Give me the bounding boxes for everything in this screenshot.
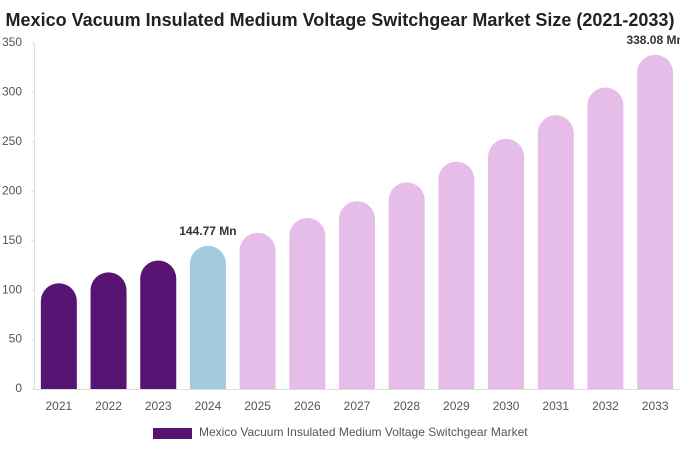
- bar: [537, 115, 574, 389]
- x-tick-label: 2032: [592, 399, 619, 413]
- value-label: 338.08 Mn: [626, 33, 680, 47]
- chart-title: Mexico Vacuum Insulated Medium Voltage S…: [6, 10, 675, 30]
- x-tick-label: 2027: [344, 399, 371, 413]
- bar: [289, 217, 326, 389]
- x-tick-label: 2026: [294, 399, 321, 413]
- bar: [90, 272, 127, 389]
- x-tick-label: 2024: [195, 399, 222, 413]
- bar: [637, 54, 674, 389]
- y-tick-label: 250: [2, 134, 22, 148]
- x-tick-label: 2023: [145, 399, 172, 413]
- y-tick-label: 300: [2, 85, 22, 99]
- bar: [140, 260, 177, 389]
- x-tick-label: 2025: [244, 399, 271, 413]
- bar: [40, 283, 77, 389]
- y-tick-label: 100: [2, 282, 22, 296]
- x-tick-label: 2021: [45, 399, 72, 413]
- bar: [189, 245, 226, 389]
- bar: [587, 87, 624, 389]
- x-tick-label: 2028: [393, 399, 420, 413]
- x-tick-label: 2031: [542, 399, 569, 413]
- y-tick-label: 50: [9, 332, 23, 346]
- y-tick-label: 200: [2, 183, 22, 197]
- bar: [488, 138, 525, 389]
- bar: [239, 232, 276, 389]
- y-tick-label: 350: [2, 35, 22, 49]
- legend-label: Mexico Vacuum Insulated Medium Voltage S…: [199, 425, 528, 439]
- y-tick-label: 0: [15, 381, 22, 395]
- x-tick-label: 2029: [443, 399, 470, 413]
- x-tick-label: 2033: [642, 399, 669, 413]
- x-tick-label: 2022: [95, 399, 122, 413]
- y-tick-label: 150: [2, 233, 22, 247]
- x-tick-label: 2030: [493, 399, 520, 413]
- bar: [438, 161, 475, 389]
- bar: [339, 201, 375, 389]
- bar: [388, 182, 425, 389]
- value-label: 144.77 Mn: [179, 224, 236, 238]
- legend-swatch: [153, 428, 192, 439]
